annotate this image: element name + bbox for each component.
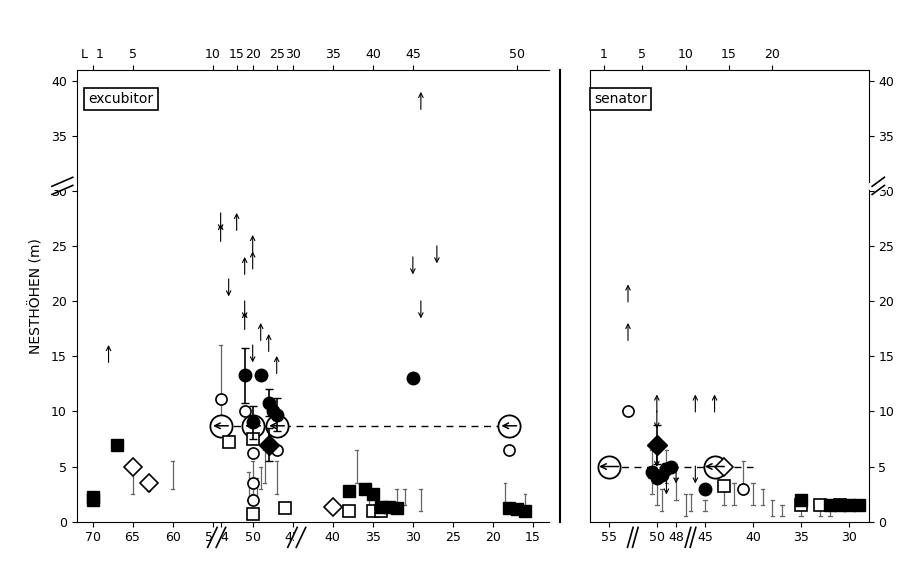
Text: senator: senator xyxy=(594,93,647,106)
Y-axis label: NESTHÖHEN (m): NESTHÖHEN (m) xyxy=(30,238,44,354)
Text: excubitor: excubitor xyxy=(88,93,154,106)
